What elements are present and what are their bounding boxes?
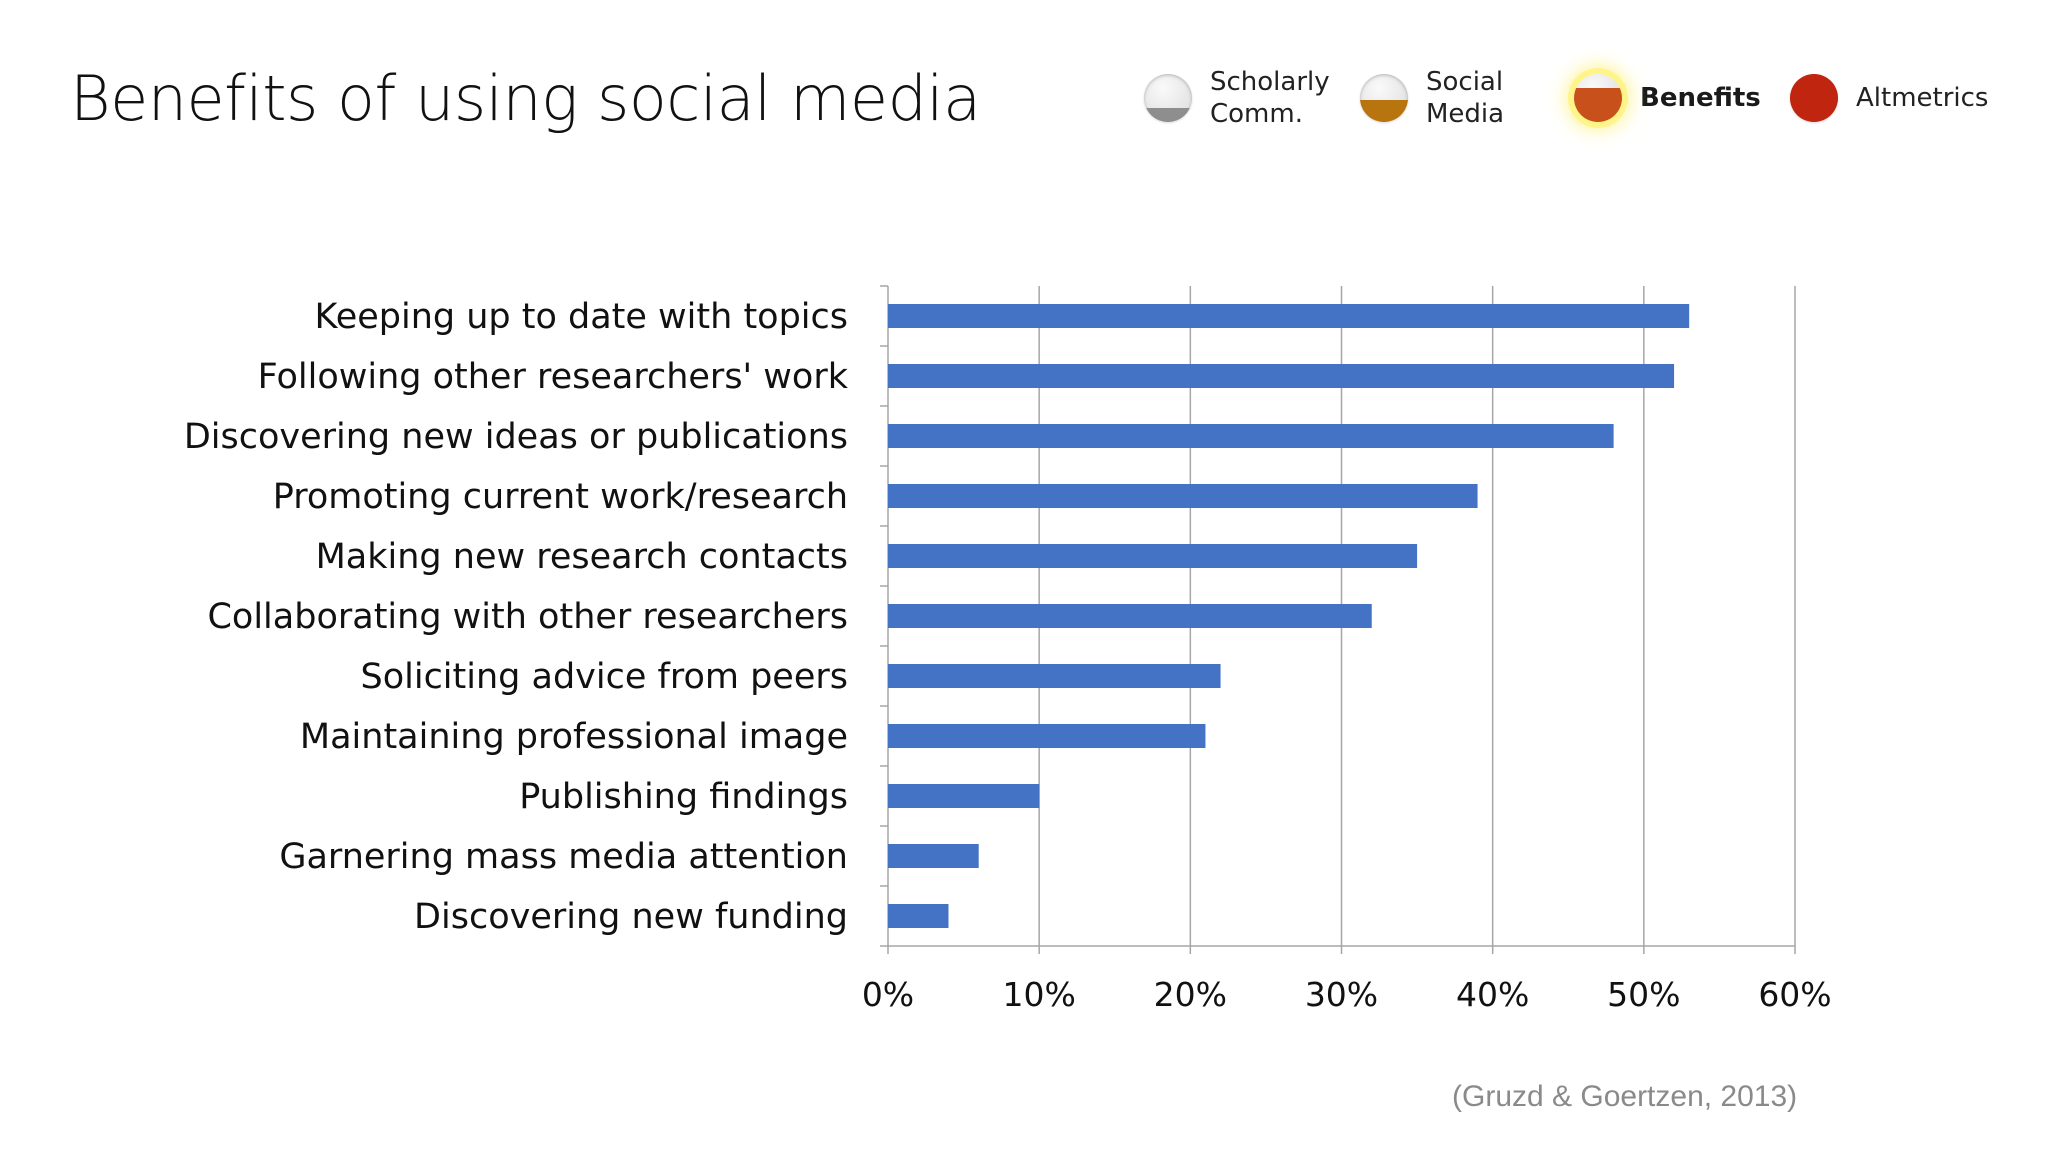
orange-ball-icon xyxy=(1574,74,1622,122)
bar xyxy=(888,544,1418,568)
fill-level xyxy=(1144,107,1192,122)
nav-label: Benefits xyxy=(1640,83,1761,113)
bar xyxy=(888,424,1614,448)
category-label: Maintaining professional image xyxy=(300,717,848,757)
nav-item-4[interactable]: Altmetrics xyxy=(1790,66,1988,130)
category-label: Promoting current work/research xyxy=(273,477,848,517)
nav-item-2[interactable]: Social Media xyxy=(1360,66,1504,130)
nav-item-1[interactable]: Scholarly Comm. xyxy=(1144,66,1330,130)
category-label: Following other researchers' work xyxy=(258,357,849,397)
x-tick-label: 10% xyxy=(1002,975,1075,1014)
bar xyxy=(888,604,1372,628)
nav-item-3[interactable]: Benefits xyxy=(1574,66,1761,130)
bar xyxy=(888,364,1675,388)
x-tick-label: 40% xyxy=(1456,975,1529,1014)
amber-ball-icon xyxy=(1360,74,1408,122)
category-label: Making new research contacts xyxy=(316,537,848,577)
bar xyxy=(888,664,1221,688)
x-tick-label: 60% xyxy=(1758,975,1831,1014)
category-label: Keeping up to date with topics xyxy=(314,297,848,337)
fill-level xyxy=(1360,100,1408,122)
bar xyxy=(888,484,1478,508)
x-tick-label: 30% xyxy=(1305,975,1378,1014)
category-label: Garnering mass media attention xyxy=(279,837,848,877)
gray-ball-icon xyxy=(1144,74,1192,122)
fill-level xyxy=(1790,74,1838,122)
category-label: Discovering new funding xyxy=(414,897,848,937)
nav-label: Altmetrics xyxy=(1856,83,1989,113)
category-label: Discovering new ideas or publications xyxy=(184,417,848,457)
category-label: Soliciting advice from peers xyxy=(360,657,848,697)
red-ball-icon xyxy=(1790,74,1838,122)
category-label: Publishing findings xyxy=(519,777,848,817)
bar xyxy=(888,724,1206,748)
nav-label: Social Media xyxy=(1426,67,1505,129)
category-label: Collaborating with other researchers xyxy=(207,597,848,637)
source-citation: (Gruzd & Goertzen, 2013) xyxy=(1452,1080,1798,1113)
bar xyxy=(888,304,1690,328)
x-tick-label: 0% xyxy=(862,975,914,1014)
fill-level xyxy=(1574,88,1622,122)
nav-label: Scholarly Comm. xyxy=(1210,67,1330,129)
section-nav: Scholarly Comm. Social Media Benefits Altme… xyxy=(0,66,2048,156)
x-tick-label: 50% xyxy=(1607,975,1680,1014)
bar xyxy=(888,844,979,868)
x-tick-label: 20% xyxy=(1154,975,1227,1014)
bar xyxy=(888,784,1040,808)
slide-title: Benefits of using social media xyxy=(70,62,981,135)
bar xyxy=(888,904,949,928)
